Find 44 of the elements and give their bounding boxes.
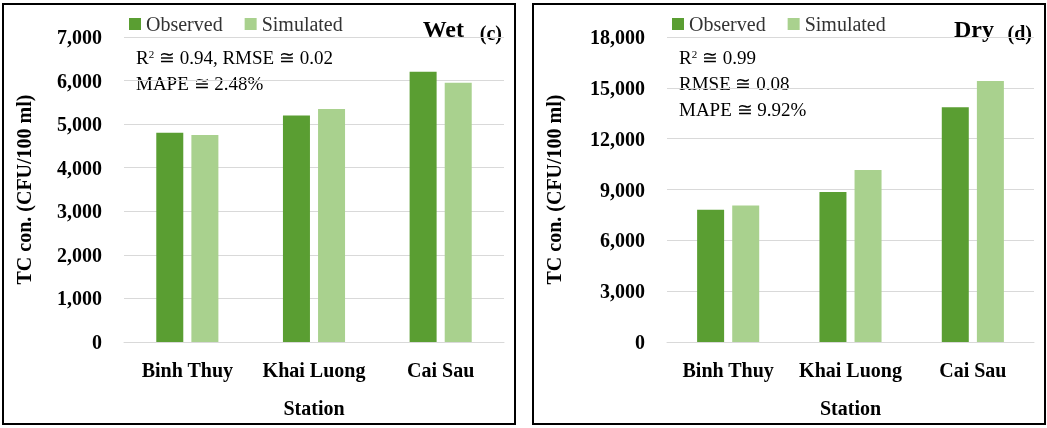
bar [444, 82, 472, 342]
bar [819, 192, 847, 342]
bar [191, 135, 219, 342]
y-tick-label: 1,000 [57, 287, 102, 310]
y-tick-label: 15,000 [590, 76, 645, 99]
y-tick-label: 6,000 [57, 69, 102, 92]
x-tick-label: Khai Luong [799, 359, 902, 382]
bar [854, 170, 882, 342]
bar [941, 107, 969, 342]
bar [976, 81, 1004, 342]
x-axis-title: Station [819, 397, 882, 419]
y-tick-label: 7,000 [57, 26, 102, 48]
bar [409, 71, 437, 342]
x-tick-label: Cai Sau [939, 359, 1007, 381]
y-tick-label: 5,000 [57, 113, 102, 136]
y-tick-label: 3,000 [600, 280, 645, 303]
y-axis-title: TC con. (CFU/100 ml) [543, 94, 566, 285]
bar [156, 132, 184, 342]
chart-title: Wet [422, 16, 465, 42]
y-tick-label: 0 [635, 331, 645, 353]
x-tick-label: Binh Thuy [141, 359, 234, 382]
y-tick-label: 9,000 [600, 178, 645, 201]
x-tick-label: Khai Luong [262, 359, 366, 382]
legend-label: Simulated [261, 13, 343, 35]
y-tick-label: 3,000 [57, 200, 102, 223]
annotation: MAPE ≅ 9.92% [679, 99, 807, 120]
bar [697, 209, 725, 342]
y-tick-label: 4,000 [57, 156, 102, 179]
y-tick-label: 6,000 [600, 229, 645, 252]
y-axis-title: TC con. (CFU/100 ml) [13, 94, 36, 285]
y-tick-label: 0 [92, 331, 102, 353]
legend-label: Simulated [804, 13, 886, 35]
chart-title: Dry [954, 16, 994, 42]
bar [318, 108, 346, 342]
bar [282, 115, 310, 342]
legend-label: Observed [689, 13, 766, 35]
legend-label: Observed [146, 13, 223, 35]
bar [732, 205, 760, 342]
y-tick-label: 18,000 [590, 26, 645, 48]
y-tick-label: 2,000 [57, 243, 102, 266]
x-tick-label: Binh Thuy [682, 359, 774, 382]
x-tick-label: Cai Sau [407, 359, 475, 381]
y-tick-label: 12,000 [590, 127, 645, 150]
x-axis-title: Station [283, 397, 345, 419]
